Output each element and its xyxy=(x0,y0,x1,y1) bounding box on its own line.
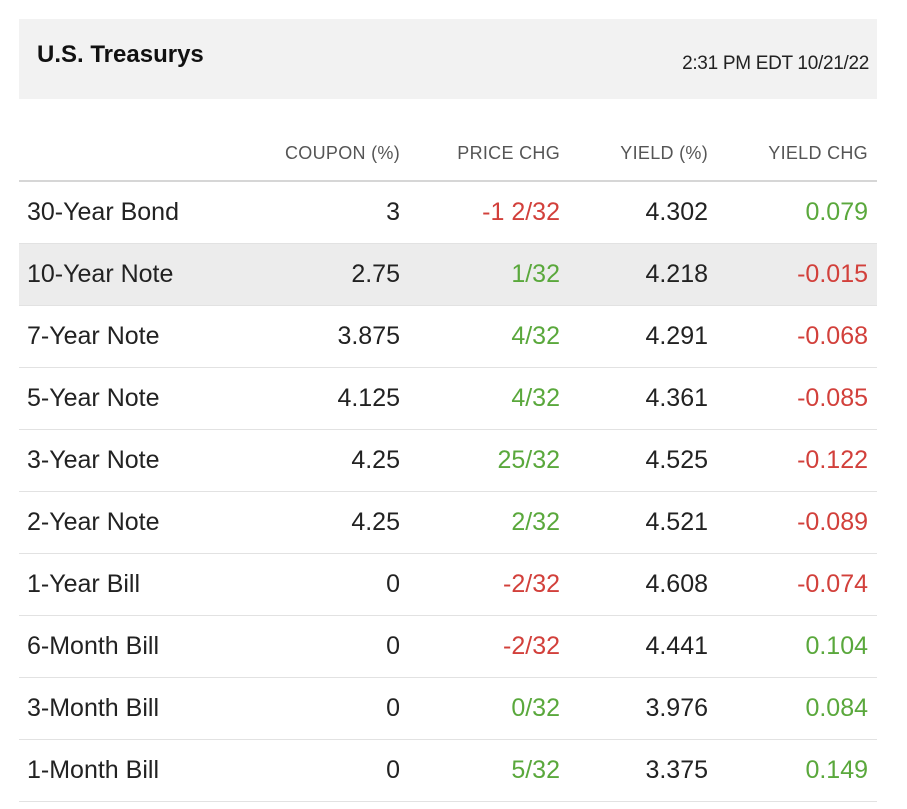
yield-chg-cell: -0.068 xyxy=(717,305,877,368)
instrument-name[interactable]: 5-Year Note xyxy=(19,367,254,430)
treasurys-table: COUPON (%) PRICE CHG YIELD (%) YIELD CHG… xyxy=(19,126,877,802)
yield-chg-cell: -0.089 xyxy=(717,491,877,554)
instrument-name[interactable]: 10-Year Note xyxy=(19,243,254,306)
price-chg-cell: 5/32 xyxy=(409,739,569,802)
table-row[interactable]: 10-Year Note 2.75 1/32 4.218 -0.015 xyxy=(19,243,877,306)
column-header-coupon: COUPON (%) xyxy=(254,126,409,182)
column-header-name xyxy=(19,126,254,182)
table-header-row: COUPON (%) PRICE CHG YIELD (%) YIELD CHG xyxy=(19,126,877,182)
table-row[interactable]: 5-Year Note 4.125 4/32 4.361 -0.085 xyxy=(19,367,877,430)
yield-cell: 4.521 xyxy=(569,491,717,554)
coupon-cell: 4.25 xyxy=(254,429,409,492)
coupon-cell: 3 xyxy=(254,181,409,244)
yield-cell: 3.976 xyxy=(569,677,717,740)
price-chg-cell: 25/32 xyxy=(409,429,569,492)
instrument-name[interactable]: 2-Year Note xyxy=(19,491,254,554)
price-chg-cell: -1 2/32 xyxy=(409,181,569,244)
yield-chg-cell: 0.104 xyxy=(717,615,877,678)
yield-chg-cell: 0.149 xyxy=(717,739,877,802)
price-chg-cell: 4/32 xyxy=(409,367,569,430)
coupon-cell: 0 xyxy=(254,553,409,616)
table-row[interactable]: 1-Year Bill 0 -2/32 4.608 -0.074 xyxy=(19,553,877,616)
yield-cell: 4.291 xyxy=(569,305,717,368)
table-row[interactable]: 3-Month Bill 0 0/32 3.976 0.084 xyxy=(19,677,877,740)
coupon-cell: 4.125 xyxy=(254,367,409,430)
yield-chg-cell: -0.015 xyxy=(717,243,877,306)
coupon-cell: 0 xyxy=(254,615,409,678)
instrument-name[interactable]: 30-Year Bond xyxy=(19,181,254,244)
price-chg-cell: 0/32 xyxy=(409,677,569,740)
instrument-name[interactable]: 3-Month Bill xyxy=(19,677,254,740)
yield-chg-cell: -0.085 xyxy=(717,367,877,430)
yield-chg-cell: 0.084 xyxy=(717,677,877,740)
price-chg-cell: 1/32 xyxy=(409,243,569,306)
coupon-cell: 0 xyxy=(254,739,409,802)
table-row[interactable]: 30-Year Bond 3 -1 2/32 4.302 0.079 xyxy=(19,181,877,244)
table-row[interactable]: 2-Year Note 4.25 2/32 4.521 -0.089 xyxy=(19,491,877,554)
yield-cell: 4.441 xyxy=(569,615,717,678)
coupon-cell: 0 xyxy=(254,677,409,740)
yield-chg-cell: 0.079 xyxy=(717,181,877,244)
table-row[interactable]: 6-Month Bill 0 -2/32 4.441 0.104 xyxy=(19,615,877,678)
column-header-yield: YIELD (%) xyxy=(569,126,717,182)
yield-cell: 4.525 xyxy=(569,429,717,492)
table-row[interactable]: 3-Year Note 4.25 25/32 4.525 -0.122 xyxy=(19,429,877,492)
instrument-name[interactable]: 6-Month Bill xyxy=(19,615,254,678)
timestamp: 2:31 PM EDT 10/21/22 xyxy=(682,53,869,74)
table-row[interactable]: 7-Year Note 3.875 4/32 4.291 -0.068 xyxy=(19,305,877,368)
table-row[interactable]: 1-Month Bill 0 5/32 3.375 0.149 xyxy=(19,739,877,802)
coupon-cell: 2.75 xyxy=(254,243,409,306)
price-chg-cell: 4/32 xyxy=(409,305,569,368)
column-header-price-chg: PRICE CHG xyxy=(409,126,569,182)
yield-chg-cell: -0.074 xyxy=(717,553,877,616)
price-chg-cell: -2/32 xyxy=(409,553,569,616)
price-chg-cell: -2/32 xyxy=(409,615,569,678)
coupon-cell: 4.25 xyxy=(254,491,409,554)
coupon-cell: 3.875 xyxy=(254,305,409,368)
instrument-name[interactable]: 7-Year Note xyxy=(19,305,254,368)
yield-cell: 3.375 xyxy=(569,739,717,802)
widget-header: U.S. Treasurys 2:31 PM EDT 10/21/22 xyxy=(19,19,877,99)
yield-chg-cell: -0.122 xyxy=(717,429,877,492)
yield-cell: 4.302 xyxy=(569,181,717,244)
price-chg-cell: 2/32 xyxy=(409,491,569,554)
yield-cell: 4.361 xyxy=(569,367,717,430)
yield-cell: 4.218 xyxy=(569,243,717,306)
yield-cell: 4.608 xyxy=(569,553,717,616)
column-header-yield-chg: YIELD CHG xyxy=(717,126,877,182)
instrument-name[interactable]: 1-Year Bill xyxy=(19,553,254,616)
instrument-name[interactable]: 3-Year Note xyxy=(19,429,254,492)
instrument-name[interactable]: 1-Month Bill xyxy=(19,739,254,802)
widget-title[interactable]: U.S. Treasurys xyxy=(37,41,204,68)
